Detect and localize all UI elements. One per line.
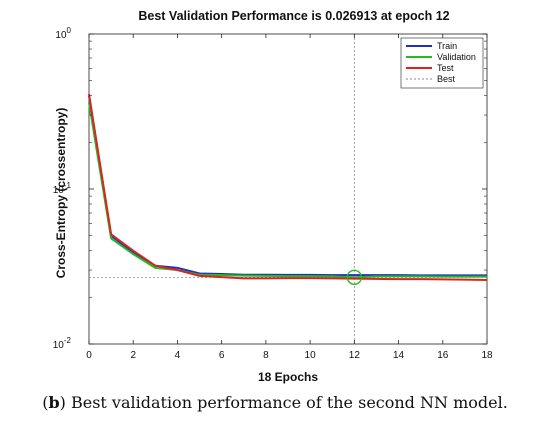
y-axis-label: Cross-Entropy (crossentropy)	[54, 108, 68, 279]
x-tick-label: 16	[437, 350, 449, 361]
x-axis-label: 18 Epochs	[258, 370, 318, 384]
legend-label-best: Best	[437, 74, 456, 84]
chart-title: Best Validation Performance is 0.026913 …	[138, 9, 449, 23]
series-lines	[88, 93, 488, 286]
x-tick-label: 4	[175, 350, 181, 361]
y-tick-label: 10-2	[53, 336, 72, 351]
legend-label-validation: Validation	[437, 52, 476, 62]
x-axis-ticks: 0 2 4 6 8 10 12 14 16 18	[86, 34, 493, 361]
y-tick-label: 100	[55, 26, 71, 41]
y-axis-ticks: 100 10-1 10-2	[53, 26, 487, 351]
legend-label-train: Train	[437, 41, 457, 51]
x-tick-label: 12	[349, 350, 361, 361]
best-point-circle	[346, 269, 363, 286]
x-tick-label: 0	[86, 350, 92, 361]
legend-label-test: Test	[437, 63, 454, 73]
series-line-test	[88, 93, 488, 281]
x-tick-label: 10	[305, 350, 317, 361]
series-line-validation	[88, 102, 487, 279]
x-tick-label: 18	[481, 350, 493, 361]
caption-text: Best validation performance of the secon…	[65, 393, 508, 412]
figure-caption: (b) Best validation performance of the s…	[42, 393, 508, 412]
x-tick-label: 2	[130, 350, 136, 361]
caption-label: b	[48, 393, 60, 412]
y-tick-label: 10-1	[53, 181, 72, 196]
x-tick-label: 8	[263, 350, 269, 361]
x-tick-label: 6	[219, 350, 225, 361]
x-tick-label: 14	[393, 350, 405, 361]
performance-chart: Best Validation Performance is 0.026913 …	[53, 9, 493, 384]
